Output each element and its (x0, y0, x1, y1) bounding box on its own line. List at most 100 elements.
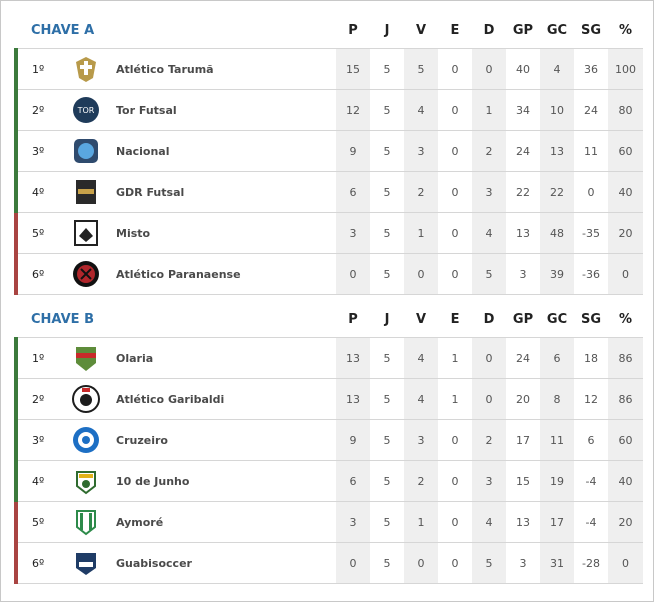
stat-wins: 3 (404, 130, 438, 172)
stat-losses: 3 (472, 460, 507, 502)
position-cell: 4º (14, 171, 56, 213)
team-name[interactable]: 10 de Junho (116, 460, 337, 502)
col-header-goals-against: GC (546, 311, 568, 327)
table-row: 2º Atlético Garibaldi 13 5 4 1 0 20 8 12 86 (14, 378, 644, 420)
team-name[interactable]: Atlético Tarumã (116, 48, 336, 90)
stat-losses: 2 (472, 419, 507, 461)
col-header-losses: D (483, 22, 495, 38)
aymore-crest-icon (76, 510, 96, 536)
team-logo-cell (56, 460, 116, 502)
stat-games: 5 (370, 171, 404, 213)
stat-draws: 0 (438, 542, 473, 584)
stat-wins: 4 (404, 89, 438, 131)
stat-games: 5 (370, 419, 405, 461)
stat-draws: 0 (438, 130, 472, 172)
stat-wins: 4 (404, 337, 439, 379)
stat-draws: 0 (438, 501, 473, 543)
stat-games: 5 (370, 48, 404, 90)
atletico-garibaldi-crest-icon (72, 385, 100, 413)
col-header-goals-for: GP (512, 22, 534, 38)
table-row: 2º TOR Tor Futsal 12 5 4 0 1 34 10 24 80 (14, 89, 643, 131)
team-name[interactable]: Guabisoccer (116, 542, 337, 584)
table-row: 5º Misto 3 5 1 0 4 13 48 -35 20 (14, 212, 643, 254)
stat-draws: 0 (438, 171, 472, 213)
tor-futsal-crest-icon: TOR (73, 97, 99, 123)
nacional-crest-icon (74, 139, 98, 163)
stat-losses: 4 (472, 212, 506, 254)
position-cell: 6º (14, 542, 56, 584)
stat-points: 0 (336, 253, 370, 295)
stat-losses: 4 (472, 501, 507, 543)
col-header-goal-difference: SG (580, 22, 602, 38)
stat-goal-difference: -4 (574, 460, 609, 502)
col-header-goals-for: GP (512, 311, 534, 327)
stat-points: 3 (336, 501, 371, 543)
col-header-goals-against: GC (546, 22, 568, 38)
stat-losses: 1 (472, 89, 506, 131)
group-title: CHAVE A (31, 22, 95, 38)
stat-wins: 2 (404, 171, 438, 213)
team-name[interactable]: Tor Futsal (116, 89, 336, 131)
team-name[interactable]: GDR Futsal (116, 171, 336, 213)
stat-games: 5 (370, 460, 405, 502)
stat-points: 6 (336, 171, 370, 213)
10-de-junho-crest-icon (76, 471, 96, 495)
team-name[interactable]: Atlético Garibaldi (116, 378, 337, 420)
olaria-crest-icon (76, 347, 96, 371)
team-logo-cell (56, 253, 116, 295)
team-logo-cell (56, 48, 116, 90)
col-header-wins: V (416, 311, 427, 327)
stat-points: 15 (336, 48, 370, 90)
table-row: 3º Cruzeiro 9 5 3 0 2 17 11 6 60 (14, 419, 644, 461)
stat-games: 5 (370, 130, 404, 172)
stat-percentage: 0 (608, 542, 644, 584)
team-logo-cell: TOR (56, 89, 116, 131)
position-cell: 1º (14, 337, 56, 379)
stat-percentage: 60 (608, 419, 644, 461)
position-cell: 5º (14, 212, 56, 254)
stat-wins: 2 (404, 460, 439, 502)
stat-goals-for: 40 (506, 48, 540, 90)
stat-goals-against: 19 (540, 460, 575, 502)
team-name[interactable]: Atlético Paranaense (116, 253, 336, 295)
col-header-losses: D (483, 311, 495, 327)
stat-losses: 0 (472, 48, 506, 90)
stat-goals-for: 3 (506, 253, 540, 295)
stat-goals-against: 8 (540, 378, 575, 420)
stat-percentage: 86 (608, 378, 644, 420)
stat-goals-for: 20 (506, 378, 541, 420)
stat-draws: 1 (438, 337, 473, 379)
stat-games: 5 (370, 212, 404, 254)
position-cell: 2º (14, 378, 56, 420)
guabisoccer-crest-icon (76, 553, 96, 575)
stat-wins: 5 (404, 48, 438, 90)
stat-losses: 2 (472, 130, 506, 172)
position-cell: 2º (14, 89, 56, 131)
stat-goals-against: 39 (540, 253, 574, 295)
stat-games: 5 (370, 501, 405, 543)
position-cell: 3º (14, 419, 56, 461)
misto-crest-icon (74, 220, 98, 246)
stat-goal-difference: 18 (574, 337, 609, 379)
team-name[interactable]: Olaria (116, 337, 337, 379)
team-name[interactable]: Misto (116, 212, 336, 254)
team-name[interactable]: Cruzeiro (116, 419, 337, 461)
stat-goals-for: 13 (506, 501, 541, 543)
svg-text:TOR: TOR (77, 106, 95, 115)
team-logo-cell (56, 337, 116, 379)
col-header-percentage: % (618, 22, 633, 38)
team-name[interactable]: Nacional (116, 130, 336, 172)
stat-percentage: 100 (608, 48, 643, 90)
col-header-points: P (348, 311, 358, 327)
stat-percentage: 80 (608, 89, 643, 131)
stat-draws: 0 (438, 419, 473, 461)
stat-wins: 3 (404, 419, 439, 461)
stat-points: 9 (336, 419, 371, 461)
team-logo-cell (56, 501, 116, 543)
stat-goals-against: 4 (540, 48, 574, 90)
team-name[interactable]: Aymoré (116, 501, 337, 543)
table-row: 6º Guabisoccer 0 5 0 0 5 3 31 -28 0 (14, 542, 644, 584)
stat-percentage: 60 (608, 130, 643, 172)
team-logo-cell (56, 378, 116, 420)
stat-goal-difference: 11 (574, 130, 608, 172)
